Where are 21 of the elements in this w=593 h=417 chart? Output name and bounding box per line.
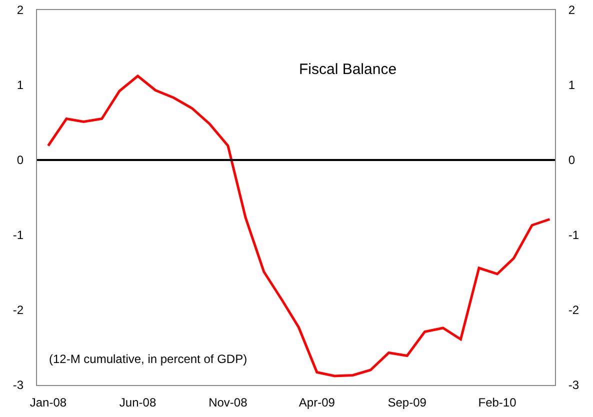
y2-tick-label: -1 [568, 228, 580, 242]
x-tick-label: Jun-08 [119, 395, 156, 410]
y2-tick-label: 2 [568, 3, 576, 18]
x-tick-label: Sep-09 [388, 395, 427, 410]
y2-tick-label: 1 [568, 78, 576, 92]
annotation: (12-M cumulative, in percent of GDP) [49, 352, 248, 366]
y2-tick-label: -3 [568, 378, 580, 392]
x-tick-label: Nov-08 [208, 395, 248, 410]
y-tick-label: -3 [12, 378, 24, 392]
y-tick-label: 2 [16, 3, 24, 18]
text: Fiscal Balance [299, 61, 397, 78]
y-tick-label: -1 [12, 228, 24, 242]
y2-tick-label: 0 [568, 153, 576, 168]
x-tick-label: Feb-10 [478, 395, 517, 410]
x-tick-label: Jan-08 [30, 395, 67, 410]
y-tick-label: 0 [16, 153, 24, 168]
y-tick-label: 1 [16, 78, 24, 92]
line-series [46, 74, 551, 378]
y-tick-label: -2 [12, 303, 24, 318]
x-tick-label: Apr-09 [298, 395, 336, 410]
y2-tick-label: -2 [568, 303, 580, 318]
